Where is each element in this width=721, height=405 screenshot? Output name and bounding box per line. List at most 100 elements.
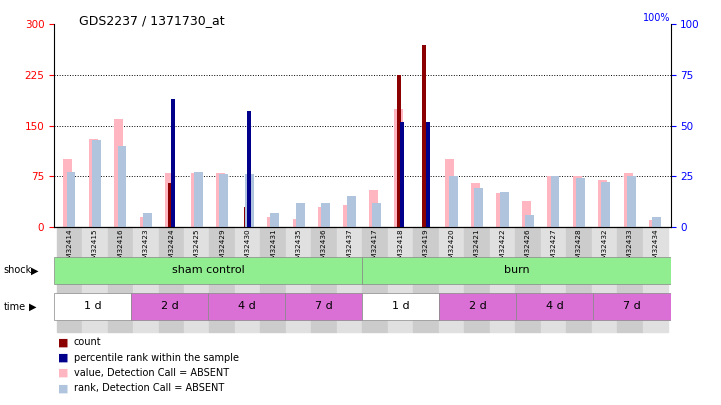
Bar — [446, 159, 454, 227]
Bar — [245, 174, 254, 227]
Bar — [322, 202, 330, 227]
Text: ■: ■ — [58, 353, 68, 362]
Bar — [496, 193, 505, 227]
Bar — [464, 227, 490, 332]
Bar — [547, 176, 556, 227]
Text: percentile rank within the sample: percentile rank within the sample — [74, 353, 239, 362]
Bar — [216, 173, 225, 227]
Text: GDS2237 / 1371730_at: GDS2237 / 1371730_at — [79, 14, 225, 27]
Bar — [293, 219, 301, 227]
Bar — [311, 227, 337, 332]
Bar — [593, 293, 671, 320]
Bar — [598, 179, 607, 227]
Text: 2 d: 2 d — [161, 301, 179, 311]
Bar — [63, 159, 72, 227]
Text: time: time — [4, 302, 26, 312]
Text: value, Detection Call = ABSENT: value, Detection Call = ABSENT — [74, 368, 229, 378]
Bar — [601, 182, 611, 227]
Bar — [54, 257, 362, 284]
Bar — [118, 146, 126, 227]
Bar — [165, 173, 174, 227]
Bar — [184, 227, 210, 332]
Bar — [372, 202, 381, 227]
Bar — [500, 192, 508, 227]
Text: 4 d: 4 d — [546, 301, 564, 311]
Bar — [541, 227, 566, 332]
Text: ▶: ▶ — [29, 302, 36, 312]
Bar — [397, 75, 401, 227]
Text: count: count — [74, 337, 101, 347]
Bar — [413, 227, 438, 332]
Bar — [133, 227, 159, 332]
Bar — [516, 293, 593, 320]
Bar — [159, 227, 184, 332]
Text: ■: ■ — [58, 337, 68, 347]
Bar — [337, 227, 362, 332]
Text: rank, Detection Call = ABSENT: rank, Detection Call = ABSENT — [74, 384, 224, 393]
Bar — [235, 227, 260, 332]
Bar — [474, 188, 483, 227]
Bar — [219, 174, 229, 227]
Text: 1 d: 1 d — [84, 301, 102, 311]
Bar — [551, 176, 559, 227]
Bar — [247, 111, 251, 227]
Bar — [347, 196, 355, 227]
Bar — [66, 172, 76, 227]
Bar — [260, 227, 286, 332]
Bar — [425, 122, 430, 227]
Bar — [566, 227, 591, 332]
Bar — [448, 176, 458, 227]
Bar — [131, 293, 208, 320]
Bar — [89, 139, 97, 227]
Bar — [591, 227, 617, 332]
Bar — [244, 207, 248, 227]
Bar — [394, 109, 403, 227]
Bar — [642, 227, 668, 332]
Bar — [515, 227, 541, 332]
Text: 2 d: 2 d — [469, 301, 487, 311]
Text: burn: burn — [503, 265, 529, 275]
Bar — [171, 99, 174, 227]
Bar — [286, 293, 362, 320]
Bar — [525, 215, 534, 227]
Bar — [114, 119, 123, 227]
Text: ■: ■ — [58, 368, 68, 378]
Bar — [362, 293, 439, 320]
Bar — [143, 213, 152, 227]
Bar — [362, 227, 388, 332]
Bar — [270, 213, 279, 227]
Text: 4 d: 4 d — [238, 301, 255, 311]
Text: ■: ■ — [58, 384, 68, 393]
Text: 7 d: 7 d — [623, 301, 641, 311]
Bar — [190, 173, 200, 227]
Text: 100%: 100% — [643, 13, 671, 23]
Bar — [624, 173, 632, 227]
Bar — [649, 220, 658, 227]
Bar — [400, 122, 404, 227]
Bar — [343, 205, 353, 227]
Bar — [210, 227, 235, 332]
Bar — [286, 227, 311, 332]
Bar — [296, 202, 305, 227]
Bar — [439, 293, 516, 320]
Bar — [208, 293, 286, 320]
Text: 1 d: 1 d — [392, 301, 410, 311]
Bar — [522, 201, 531, 227]
Bar — [267, 217, 276, 227]
Bar — [388, 227, 413, 332]
Bar — [576, 178, 585, 227]
Bar — [362, 257, 671, 284]
Bar — [168, 183, 172, 227]
Bar — [572, 176, 582, 227]
Bar — [627, 176, 636, 227]
Bar — [438, 227, 464, 332]
Text: sham control: sham control — [172, 265, 244, 275]
Text: 7 d: 7 d — [315, 301, 332, 311]
Bar — [92, 140, 101, 227]
Bar — [140, 217, 149, 227]
Bar — [617, 227, 642, 332]
Bar — [423, 45, 426, 227]
Bar — [82, 227, 107, 332]
Text: ▶: ▶ — [31, 265, 38, 275]
Bar — [653, 217, 661, 227]
